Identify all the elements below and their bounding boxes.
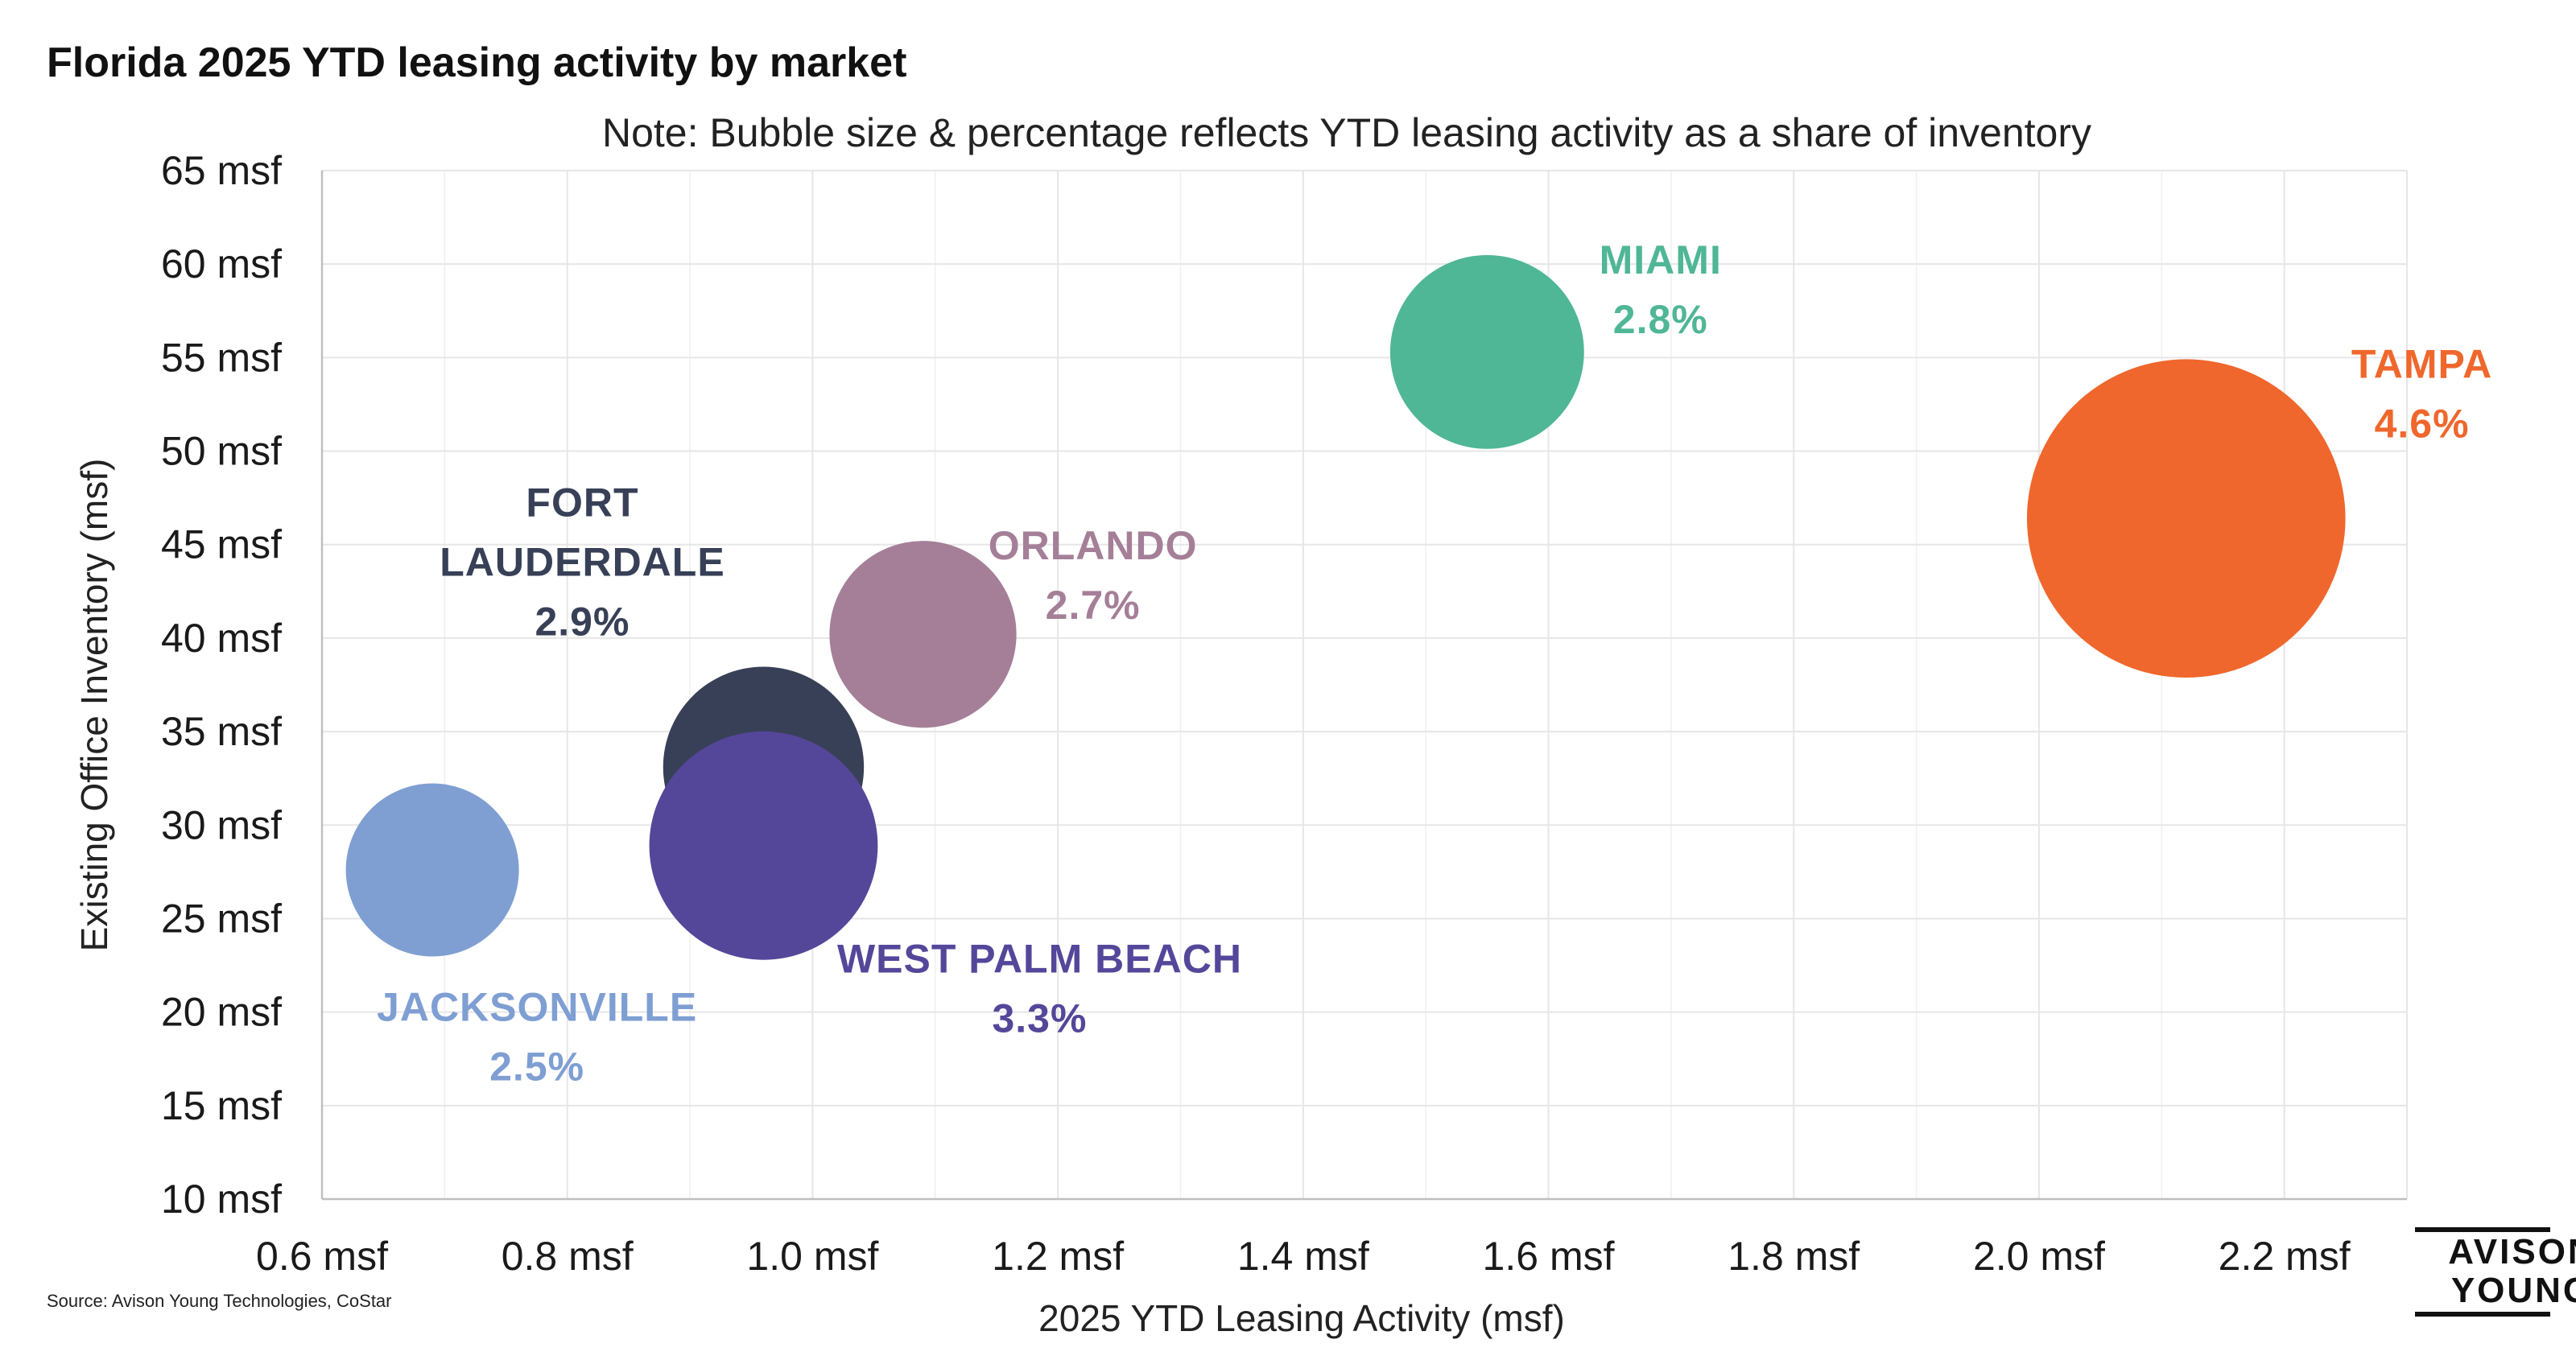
y-axis-label: Existing Office Inventory (msf): [73, 459, 115, 952]
logo-bar-bottom: [2415, 1312, 2550, 1317]
bubble-label-name-fort-lauderdale: LAUDERDALE: [440, 540, 724, 585]
source-note: Source: Avison Young Technologies, CoSta…: [47, 1291, 392, 1311]
x-tick-label: 2.2 msf: [2219, 1234, 2351, 1279]
y-tick-label: 45 msf: [161, 522, 282, 567]
bubble-label-name-tampa: TAMPA: [2351, 341, 2492, 386]
bubble-label-name-west-palm-beach: WEST PALM BEACH: [837, 937, 1242, 982]
bubble-labels: JACKSONVILLE 2.5% FORT LAUDERDALE 2.9% WEST P…: [377, 237, 2492, 1090]
x-tick-label: 1.6 msf: [1483, 1234, 1615, 1279]
bubble-tampa: [2026, 359, 2346, 678]
bubble-miami: [1389, 254, 1584, 449]
avison-young-logo: AVISON YOUNG: [2415, 1227, 2576, 1317]
bubble-label-value-west-palm-beach: 3.3%: [992, 996, 1087, 1041]
grid: [322, 170, 2408, 1199]
bubble-west-palm-beach: [649, 731, 878, 960]
chart-subtitle: Note: Bubble size & percentage reflects …: [602, 110, 2091, 155]
y-tick-label: 15 msf: [161, 1083, 282, 1128]
x-axis-label: 2025 YTD Leasing Activity (msf): [1038, 1297, 1565, 1339]
y-tick-label: 55 msf: [161, 335, 282, 380]
y-tick-label: 10 msf: [161, 1177, 282, 1222]
x-tick-label: 1.2 msf: [992, 1234, 1124, 1279]
x-tick-label: 1.4 msf: [1237, 1234, 1369, 1279]
x-tick-label: 2.0 msf: [1973, 1234, 2105, 1279]
y-tick-label: 20 msf: [161, 990, 282, 1035]
logo-text-line-2: YOUNG: [2451, 1271, 2576, 1310]
bubble-label-value-tampa: 4.6%: [2375, 401, 2470, 446]
logo-bar-top: [2415, 1227, 2550, 1232]
x-tick-label: 1.0 msf: [746, 1234, 878, 1279]
x-tick-label: 1.8 msf: [1728, 1234, 1860, 1279]
bubble-label-value-jacksonville: 2.5%: [489, 1045, 584, 1090]
y-tick-label: 30 msf: [161, 802, 282, 847]
bubble-orlando: [829, 541, 1017, 728]
bubble-jacksonville: [345, 783, 519, 957]
bubble-label-name-orlando: ORLANDO: [989, 523, 1198, 568]
logo-text-line-1: AVISON: [2448, 1232, 2576, 1272]
x-tick-label: 0.6 msf: [256, 1234, 388, 1279]
bubble-label-name-miami: MIAMI: [1600, 237, 1722, 282]
bubble-label-value-miami: 2.8%: [1613, 297, 1708, 342]
axes: 0.6 msf 0.8 msf 1.0 msf 1.2 msf 1.4 msf 1.6 m…: [161, 148, 2407, 1279]
y-tick-label: 25 msf: [161, 896, 282, 941]
bubble-label-name-jacksonville: JACKSONVILLE: [377, 985, 697, 1030]
y-tick-label: 65 msf: [161, 148, 282, 193]
bubble-label-value-fort-lauderdale: 2.9%: [535, 600, 630, 645]
bubble-label-name-fort-lauderdale: FORT: [526, 480, 638, 526]
y-tick-label: 50 msf: [161, 429, 282, 474]
bubble-label-value-orlando: 2.7%: [1046, 583, 1141, 628]
y-tick-label: 60 msf: [161, 241, 282, 286]
x-tick-label: 0.8 msf: [502, 1234, 634, 1279]
bubbles: [345, 254, 2346, 960]
y-tick-label: 35 msf: [161, 709, 282, 754]
chart-title: Florida 2025 YTD leasing activity by mar…: [47, 39, 906, 86]
y-tick-label: 40 msf: [161, 616, 282, 661]
